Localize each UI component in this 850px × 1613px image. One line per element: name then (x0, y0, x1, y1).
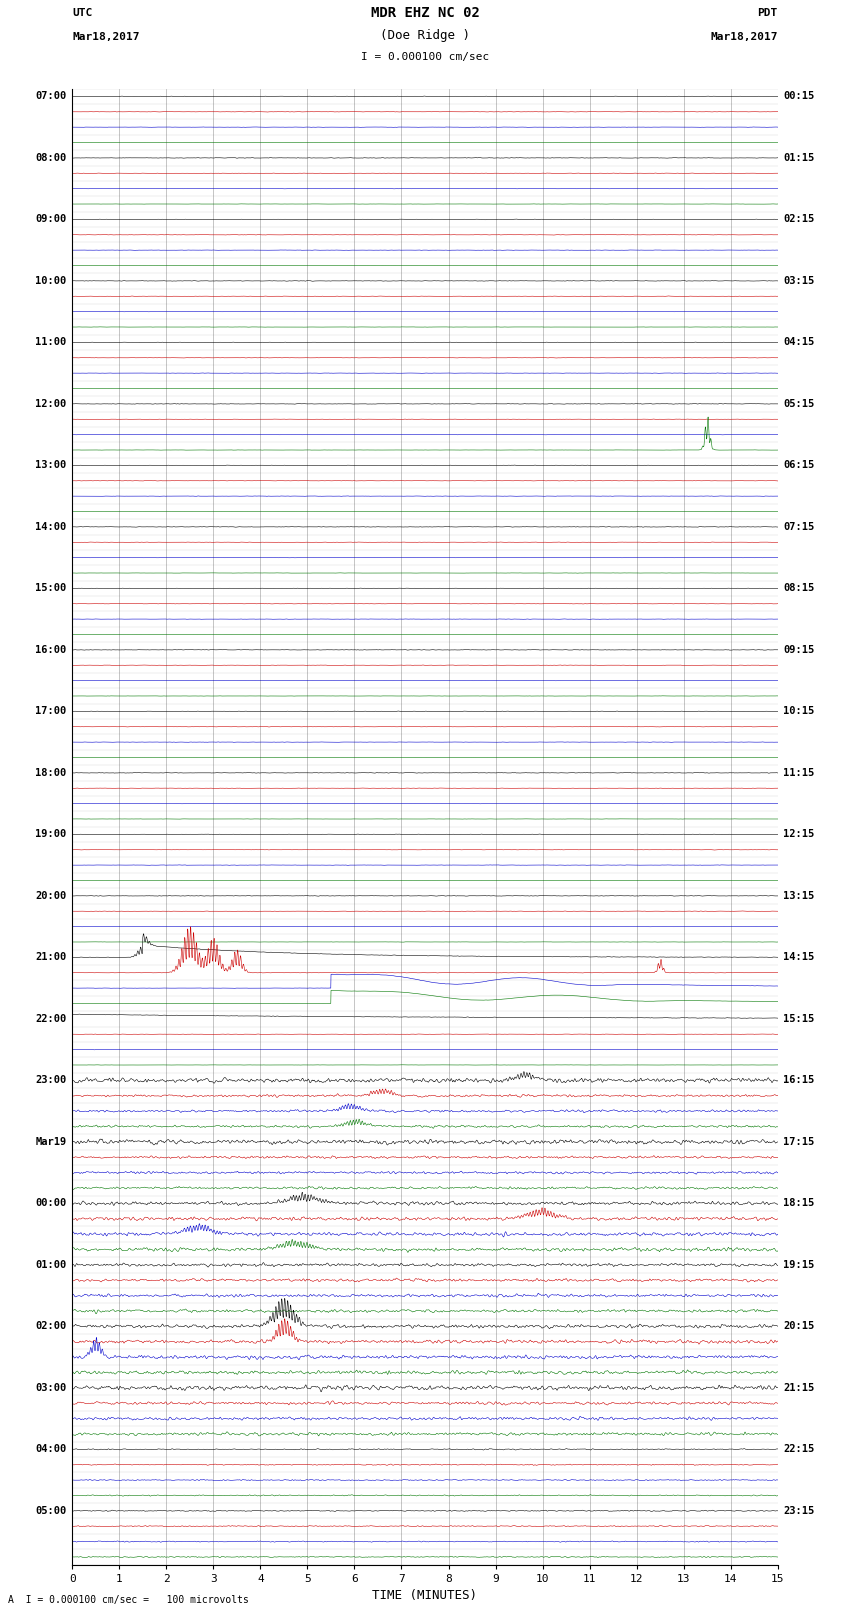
Text: 04:00: 04:00 (36, 1444, 66, 1455)
Text: 14:00: 14:00 (36, 523, 66, 532)
Text: 15:15: 15:15 (784, 1015, 814, 1024)
X-axis label: TIME (MINUTES): TIME (MINUTES) (372, 1589, 478, 1602)
Text: MDR EHZ NC 02: MDR EHZ NC 02 (371, 6, 479, 21)
Text: 13:15: 13:15 (784, 890, 814, 900)
Text: 12:00: 12:00 (36, 398, 66, 408)
Text: 13:00: 13:00 (36, 460, 66, 471)
Text: 16:15: 16:15 (784, 1076, 814, 1086)
Text: Mar18,2017: Mar18,2017 (711, 32, 778, 42)
Text: 04:15: 04:15 (784, 337, 814, 347)
Text: 08:15: 08:15 (784, 584, 814, 594)
Text: 03:00: 03:00 (36, 1382, 66, 1392)
Text: 20:15: 20:15 (784, 1321, 814, 1331)
Text: 09:00: 09:00 (36, 215, 66, 224)
Text: 10:15: 10:15 (784, 706, 814, 716)
Text: PDT: PDT (757, 8, 778, 18)
Text: 17:00: 17:00 (36, 706, 66, 716)
Text: 22:00: 22:00 (36, 1015, 66, 1024)
Text: 12:15: 12:15 (784, 829, 814, 839)
Text: 22:15: 22:15 (784, 1444, 814, 1455)
Text: 02:00: 02:00 (36, 1321, 66, 1331)
Text: 18:15: 18:15 (784, 1198, 814, 1208)
Text: 01:00: 01:00 (36, 1260, 66, 1269)
Text: 00:15: 00:15 (784, 92, 814, 102)
Text: UTC: UTC (72, 8, 93, 18)
Text: 02:15: 02:15 (784, 215, 814, 224)
Text: Mar19: Mar19 (36, 1137, 66, 1147)
Text: 15:00: 15:00 (36, 584, 66, 594)
Text: 21:00: 21:00 (36, 952, 66, 963)
Text: (Doe Ridge ): (Doe Ridge ) (380, 29, 470, 42)
Text: 09:15: 09:15 (784, 645, 814, 655)
Text: 08:00: 08:00 (36, 153, 66, 163)
Text: A  I = 0.000100 cm/sec =   100 microvolts: A I = 0.000100 cm/sec = 100 microvolts (8, 1595, 249, 1605)
Text: 21:15: 21:15 (784, 1382, 814, 1392)
Text: 00:00: 00:00 (36, 1198, 66, 1208)
Text: 06:15: 06:15 (784, 460, 814, 471)
Text: I = 0.000100 cm/sec: I = 0.000100 cm/sec (361, 52, 489, 61)
Text: 10:00: 10:00 (36, 276, 66, 286)
Text: 20:00: 20:00 (36, 890, 66, 900)
Text: 11:00: 11:00 (36, 337, 66, 347)
Text: Mar18,2017: Mar18,2017 (72, 32, 139, 42)
Text: 11:15: 11:15 (784, 768, 814, 777)
Text: 07:15: 07:15 (784, 523, 814, 532)
Text: 23:00: 23:00 (36, 1076, 66, 1086)
Text: 17:15: 17:15 (784, 1137, 814, 1147)
Text: 05:15: 05:15 (784, 398, 814, 408)
Text: 03:15: 03:15 (784, 276, 814, 286)
Text: 23:15: 23:15 (784, 1507, 814, 1516)
Text: 14:15: 14:15 (784, 952, 814, 963)
Text: 07:00: 07:00 (36, 92, 66, 102)
Text: 18:00: 18:00 (36, 768, 66, 777)
Text: 05:00: 05:00 (36, 1507, 66, 1516)
Text: 19:00: 19:00 (36, 829, 66, 839)
Text: 16:00: 16:00 (36, 645, 66, 655)
Text: 01:15: 01:15 (784, 153, 814, 163)
Text: 19:15: 19:15 (784, 1260, 814, 1269)
